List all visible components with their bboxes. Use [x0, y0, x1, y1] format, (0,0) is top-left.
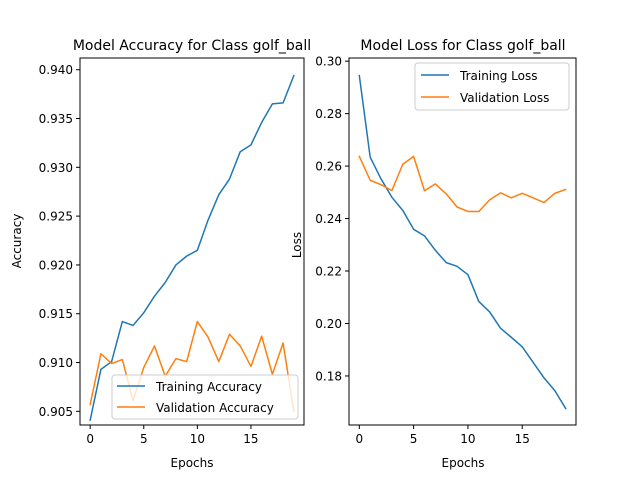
accuracy-axis-ticks: 0 5 10 15 0.905 0.910 0.915 0.920 0.925 0.930 0.93…	[39, 63, 259, 446]
loss-legend-label-training: Training Loss	[459, 69, 537, 83]
loss-series-group	[358, 74, 567, 410]
accuracy-series-line-training-accuracy	[89, 74, 295, 422]
accuracy-y-tick-label: 0.910	[39, 356, 73, 370]
accuracy-y-tick-label: 0.920	[39, 258, 73, 272]
loss-x-tick-label: 0	[355, 432, 363, 446]
loss-y-tick-label: 0.30	[315, 55, 342, 69]
loss-y-tick-label: 0.22	[315, 265, 342, 279]
accuracy-y-tick-label: 0.930	[39, 161, 73, 175]
loss-axis-ticks: 0 5 10 15 0.18 0.20 0.22 0.24 0.26 0.28 0.30	[315, 55, 530, 446]
accuracy-x-tick-label: 5	[140, 432, 148, 446]
accuracy-chart-title: Model Accuracy for Class golf_ball	[73, 38, 311, 54]
accuracy-y-tick-label: 0.915	[39, 307, 73, 321]
loss-x-axis-label: Epochs	[442, 456, 485, 470]
accuracy-y-tick-label: 0.935	[39, 112, 73, 126]
loss-plot-area	[358, 74, 567, 410]
loss-y-tick-label: 0.28	[315, 107, 342, 121]
accuracy-chart: Model Accuracy for Class golf_ball Epoch…	[10, 38, 311, 470]
loss-legend-box	[414, 62, 570, 111]
loss-chart: Model Loss for Class golf_ball Epochs Lo…	[290, 38, 577, 470]
accuracy-x-tick-label: 10	[190, 432, 205, 446]
accuracy-x-tick-label: 15	[243, 432, 258, 446]
loss-legend: Training Loss Validation Loss	[414, 62, 570, 111]
loss-y-tick-label: 0.18	[315, 369, 342, 383]
loss-series-line-validation-loss	[358, 155, 567, 213]
accuracy-series-line-validation-accuracy	[89, 320, 295, 413]
loss-x-tick-label: 15	[515, 432, 530, 446]
loss-series-line-training-loss	[358, 74, 567, 410]
accuracy-x-axis-label: Epochs	[171, 456, 214, 470]
loss-x-tick-label: 10	[460, 432, 475, 446]
loss-x-tick-label: 5	[410, 432, 418, 446]
accuracy-y-tick-label: 0.925	[39, 210, 73, 224]
accuracy-y-axis-label: Accuracy	[10, 214, 24, 269]
accuracy-axes-frame	[79, 57, 305, 426]
loss-axes-frame	[348, 57, 577, 426]
loss-y-tick-label: 0.20	[315, 317, 342, 331]
accuracy-legend: Training Accuracy Validation Accuracy	[111, 374, 299, 420]
loss-legend-label-validation: Validation Loss	[460, 91, 549, 105]
accuracy-x-tick-label: 0	[86, 432, 94, 446]
accuracy-y-tick-label: 0.905	[39, 405, 73, 419]
loss-y-tick-label: 0.26	[315, 160, 342, 174]
accuracy-y-tick-label: 0.940	[39, 63, 73, 77]
accuracy-legend-label-training: Training Accuracy	[155, 380, 262, 394]
accuracy-plot-area	[89, 74, 295, 422]
accuracy-legend-label-validation: Validation Accuracy	[156, 401, 274, 415]
accuracy-series-group	[89, 74, 295, 422]
loss-chart-title: Model Loss for Class golf_ball	[360, 38, 565, 54]
loss-y-tick-label: 0.24	[315, 212, 342, 226]
accuracy-legend-box	[111, 374, 299, 420]
loss-y-axis-label: Loss	[290, 232, 304, 258]
